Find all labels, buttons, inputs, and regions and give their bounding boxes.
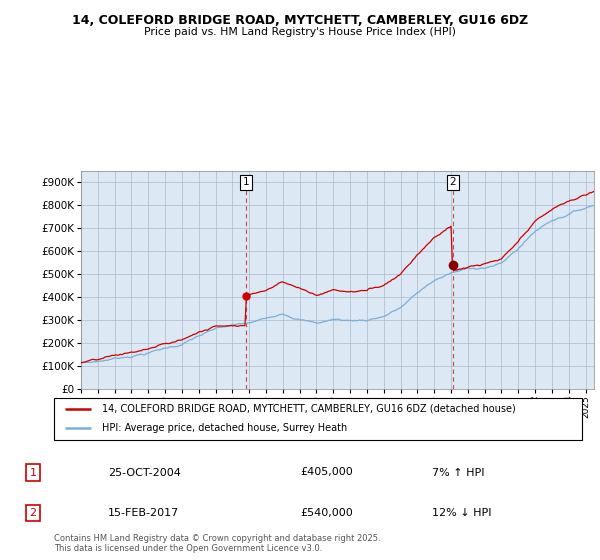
Text: 7% ↑ HPI: 7% ↑ HPI	[432, 468, 485, 478]
Text: Price paid vs. HM Land Registry's House Price Index (HPI): Price paid vs. HM Land Registry's House …	[144, 27, 456, 37]
Text: 12% ↓ HPI: 12% ↓ HPI	[432, 508, 491, 518]
Text: £540,000: £540,000	[300, 508, 353, 518]
Text: 14, COLEFORD BRIDGE ROAD, MYTCHETT, CAMBERLEY, GU16 6DZ: 14, COLEFORD BRIDGE ROAD, MYTCHETT, CAMB…	[72, 14, 528, 27]
Text: 25-OCT-2004: 25-OCT-2004	[108, 468, 181, 478]
Text: 2: 2	[450, 178, 457, 188]
Text: £405,000: £405,000	[300, 468, 353, 478]
Text: 2: 2	[29, 508, 37, 518]
Text: 14, COLEFORD BRIDGE ROAD, MYTCHETT, CAMBERLEY, GU16 6DZ (detached house): 14, COLEFORD BRIDGE ROAD, MYTCHETT, CAMB…	[101, 404, 515, 414]
Text: Contains HM Land Registry data © Crown copyright and database right 2025.
This d: Contains HM Land Registry data © Crown c…	[54, 534, 380, 553]
Text: HPI: Average price, detached house, Surrey Heath: HPI: Average price, detached house, Surr…	[101, 423, 347, 433]
Text: 1: 1	[29, 468, 37, 478]
Text: 1: 1	[243, 178, 250, 188]
Text: 15-FEB-2017: 15-FEB-2017	[108, 508, 179, 518]
